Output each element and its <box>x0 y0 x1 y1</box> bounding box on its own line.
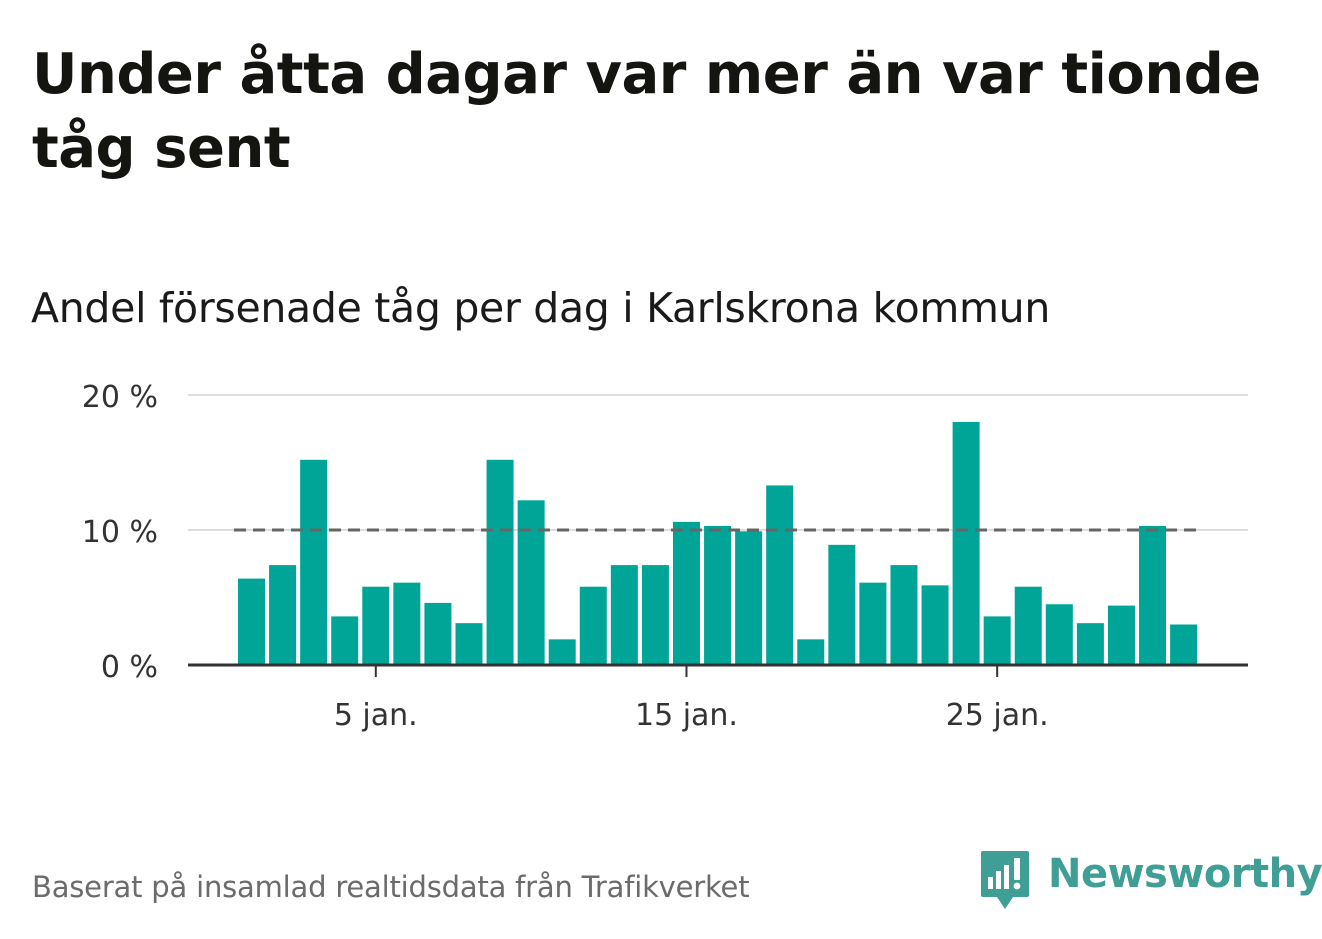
bar <box>797 639 825 665</box>
bar <box>1170 624 1198 665</box>
bar <box>890 565 918 665</box>
y-tick-label: 0 % <box>101 650 158 685</box>
bar <box>1139 525 1167 665</box>
y-tick-label: 20 % <box>82 380 158 415</box>
bar <box>362 586 390 665</box>
bar-chart: 0 % 10 % 20 % 5 jan. 15 jan. 25 jan. <box>82 380 1248 733</box>
bar <box>921 585 949 665</box>
bar <box>641 565 669 665</box>
chart-title: Under åtta dagar var mer än var tionde t… <box>32 42 1261 181</box>
bar <box>1014 586 1042 665</box>
bar <box>1076 623 1104 665</box>
bar <box>735 531 763 665</box>
chart-subtitle: Andel försenade tåg per dag i Karlskrona… <box>31 284 1051 332</box>
bar <box>486 459 514 665</box>
bar <box>424 602 452 665</box>
bar <box>331 616 359 665</box>
bar <box>610 565 638 665</box>
x-tick-label: 25 jan. <box>946 698 1049 733</box>
source-note: Baserat på insamlad realtidsdata från Tr… <box>32 870 750 904</box>
x-tick-label: 15 jan. <box>635 698 738 733</box>
y-tick-label: 10 % <box>82 515 158 550</box>
bar <box>393 582 421 665</box>
bar <box>579 586 607 665</box>
bar <box>517 500 545 665</box>
bar <box>704 525 732 665</box>
newsworthy-logo-icon <box>981 851 1029 909</box>
bar <box>1045 604 1073 665</box>
bar <box>859 582 887 665</box>
bar <box>238 578 265 665</box>
bars <box>238 422 1198 665</box>
bar <box>952 422 980 665</box>
bar <box>766 485 794 665</box>
brand-name: Newsworthy <box>1048 851 1322 897</box>
bar <box>1107 605 1135 665</box>
bar <box>455 623 483 665</box>
axes: 0 % 10 % 20 % 5 jan. 15 jan. 25 jan. <box>82 380 1248 733</box>
bar <box>300 459 328 665</box>
bar <box>672 521 700 665</box>
bar <box>548 639 576 665</box>
bar <box>828 544 856 665</box>
x-tick-label: 5 jan. <box>334 698 418 733</box>
bar <box>269 565 297 665</box>
gridlines <box>188 394 1248 531</box>
bar <box>983 616 1011 665</box>
brand-logo: Newsworthy <box>980 847 1322 913</box>
